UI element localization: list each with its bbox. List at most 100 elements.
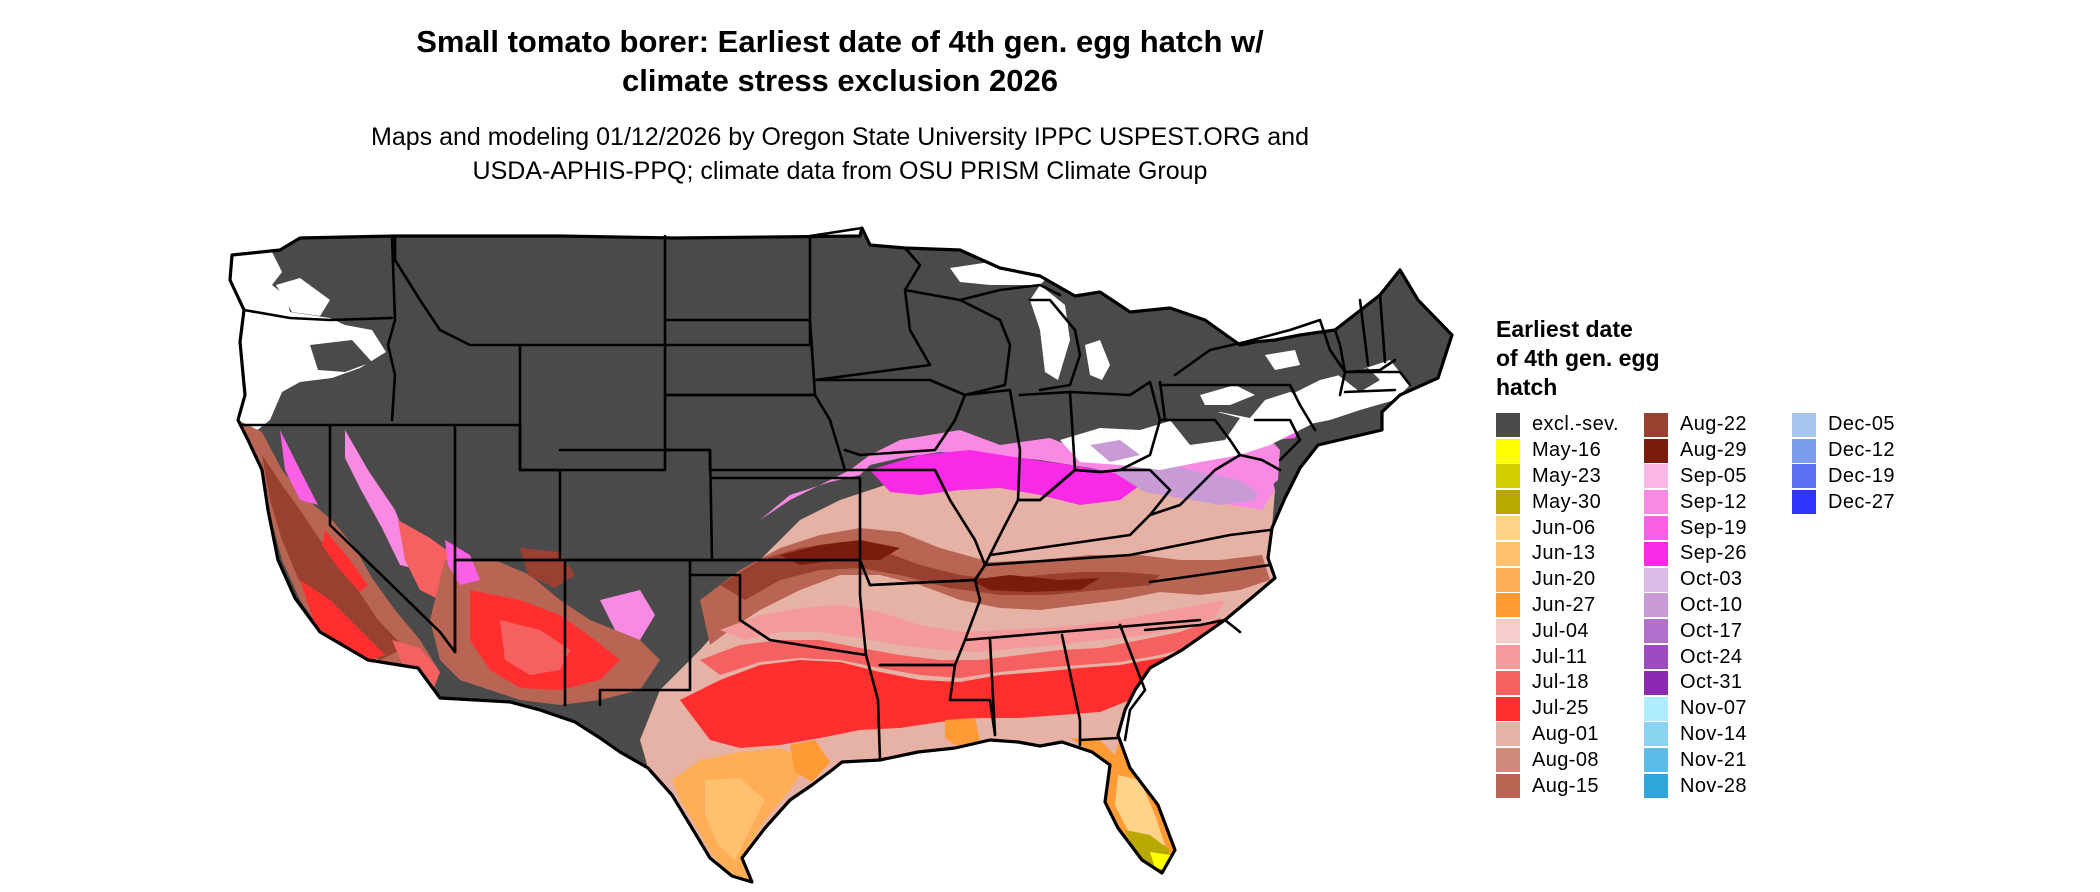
legend-swatch bbox=[1496, 516, 1520, 541]
legend-label: Oct-31 bbox=[1680, 671, 1743, 694]
legend-label: Nov-07 bbox=[1680, 697, 1747, 720]
legend-item: Sep-19 bbox=[1644, 515, 1792, 541]
legend-label: Oct-03 bbox=[1680, 568, 1743, 591]
legend-swatch bbox=[1496, 464, 1520, 489]
legend-label: Dec-19 bbox=[1828, 464, 1895, 487]
subtitle-line-2: USDA-APHIS-PPQ; climate data from OSU PR… bbox=[472, 157, 1208, 185]
legend-item: Jun-20 bbox=[1496, 567, 1644, 593]
legend-label: Oct-17 bbox=[1680, 619, 1743, 642]
legend-swatch bbox=[1496, 567, 1520, 592]
legend-swatch bbox=[1496, 619, 1520, 644]
legend-label: Jul-11 bbox=[1532, 645, 1588, 668]
legend-swatch bbox=[1644, 722, 1668, 747]
legend-column-2: Aug-22 Aug-29 Sep-05 Sep-12 Sep-19 Sep-26 Oct-… bbox=[1644, 412, 1792, 799]
legend-swatch bbox=[1496, 438, 1520, 463]
title-line-2: climate stress exclusion 2026 bbox=[622, 63, 1058, 98]
legend-item: Jul-11 bbox=[1496, 644, 1644, 670]
legend-swatch bbox=[1644, 412, 1668, 437]
legend-label: Jun-06 bbox=[1532, 516, 1596, 539]
legend-item: Oct-17 bbox=[1644, 618, 1792, 644]
legend-label: Sep-12 bbox=[1680, 490, 1747, 513]
legend-columns: excl.-sev. May-16 May-23 May-30 Jun-06 Jun-13… bbox=[1496, 412, 1940, 799]
legend-label: Jun-13 bbox=[1532, 542, 1596, 565]
legend-item: Dec-12 bbox=[1792, 438, 1940, 464]
legend-item: Jul-25 bbox=[1496, 696, 1644, 722]
legend-item: Oct-10 bbox=[1644, 593, 1792, 619]
legend-item: Aug-01 bbox=[1496, 722, 1644, 748]
legend-item: Nov-21 bbox=[1644, 747, 1792, 773]
legend-swatch bbox=[1496, 774, 1520, 799]
legend-item: Sep-05 bbox=[1644, 464, 1792, 490]
legend-swatch bbox=[1644, 774, 1668, 799]
legend-label: Nov-14 bbox=[1680, 722, 1747, 745]
title-line-1: Small tomato borer: Earliest date of 4th… bbox=[416, 24, 1264, 59]
legend-swatch bbox=[1496, 541, 1520, 566]
us-map bbox=[215, 220, 1465, 892]
legend-item: Jun-13 bbox=[1496, 541, 1644, 567]
subtitle-line-1: Maps and modeling 01/12/2026 by Oregon S… bbox=[371, 123, 1309, 151]
legend-label: May-23 bbox=[1532, 464, 1602, 487]
legend-swatch bbox=[1644, 645, 1668, 670]
legend-item: excl.-sev. bbox=[1496, 412, 1644, 438]
legend-label: Sep-19 bbox=[1680, 516, 1747, 539]
legend-item: Nov-07 bbox=[1644, 696, 1792, 722]
legend-label: Aug-01 bbox=[1532, 722, 1599, 745]
legend-item: May-30 bbox=[1496, 489, 1644, 515]
legend-swatch bbox=[1496, 593, 1520, 618]
legend-swatch bbox=[1644, 464, 1668, 489]
legend-label: Aug-15 bbox=[1532, 774, 1599, 797]
legend-item: Jun-27 bbox=[1496, 593, 1644, 619]
legend-label: Jun-27 bbox=[1532, 593, 1596, 616]
legend-item: Oct-31 bbox=[1644, 670, 1792, 696]
legend-title-line-3: hatch bbox=[1496, 374, 1558, 400]
legend-label: Jul-04 bbox=[1532, 619, 1589, 642]
legend-swatch bbox=[1496, 412, 1520, 437]
map-title: Small tomato borer: Earliest date of 4th… bbox=[240, 22, 1440, 100]
legend-item: Aug-15 bbox=[1496, 773, 1644, 799]
legend-label: Aug-08 bbox=[1532, 748, 1599, 771]
legend-item: Dec-19 bbox=[1792, 464, 1940, 490]
legend-label: excl.-sev. bbox=[1532, 413, 1619, 436]
legend-swatch bbox=[1644, 490, 1668, 515]
legend-item: Aug-22 bbox=[1644, 412, 1792, 438]
legend-title: Earliest date of 4th gen. egg hatch bbox=[1496, 315, 1726, 402]
legend-swatch bbox=[1792, 490, 1816, 515]
legend-swatch bbox=[1496, 645, 1520, 670]
legend-item: Nov-28 bbox=[1644, 773, 1792, 799]
legend-item: Jun-06 bbox=[1496, 515, 1644, 541]
legend-swatch bbox=[1644, 516, 1668, 541]
legend-label: Nov-28 bbox=[1680, 774, 1747, 797]
map-legend: Earliest date of 4th gen. egg hatch excl… bbox=[1496, 315, 1940, 799]
legend-swatch bbox=[1644, 541, 1668, 566]
legend-label: Oct-10 bbox=[1680, 593, 1743, 616]
legend-title-line-1: Earliest date bbox=[1496, 316, 1633, 342]
legend-swatch bbox=[1496, 696, 1520, 721]
legend-swatch bbox=[1792, 464, 1816, 489]
legend-label: Oct-24 bbox=[1680, 645, 1743, 668]
legend-item: Sep-12 bbox=[1644, 489, 1792, 515]
legend-swatch bbox=[1792, 438, 1816, 463]
legend-label: May-16 bbox=[1532, 439, 1602, 462]
legend-item: Jul-04 bbox=[1496, 618, 1644, 644]
legend-label: Jul-25 bbox=[1532, 697, 1589, 720]
legend-label: Dec-27 bbox=[1828, 490, 1895, 513]
map-subtitle: Maps and modeling 01/12/2026 by Oregon S… bbox=[240, 120, 1440, 188]
legend-item: Oct-03 bbox=[1644, 567, 1792, 593]
legend-swatch bbox=[1644, 748, 1668, 773]
legend-item: Aug-29 bbox=[1644, 438, 1792, 464]
legend-label: Jun-20 bbox=[1532, 568, 1596, 591]
legend-swatch bbox=[1644, 593, 1668, 618]
legend-label: Dec-12 bbox=[1828, 439, 1895, 462]
legend-item: Jul-18 bbox=[1496, 670, 1644, 696]
us-map-svg bbox=[228, 226, 1454, 884]
legend-swatch bbox=[1496, 670, 1520, 695]
legend-swatch bbox=[1644, 619, 1668, 644]
legend-label: Sep-05 bbox=[1680, 464, 1747, 487]
legend-swatch bbox=[1496, 490, 1520, 515]
legend-label: Nov-21 bbox=[1680, 748, 1747, 771]
legend-label: Aug-29 bbox=[1680, 439, 1747, 462]
legend-item: May-16 bbox=[1496, 438, 1644, 464]
legend-item: Dec-27 bbox=[1792, 489, 1940, 515]
legend-label: May-30 bbox=[1532, 490, 1602, 513]
legend-item: May-23 bbox=[1496, 464, 1644, 490]
